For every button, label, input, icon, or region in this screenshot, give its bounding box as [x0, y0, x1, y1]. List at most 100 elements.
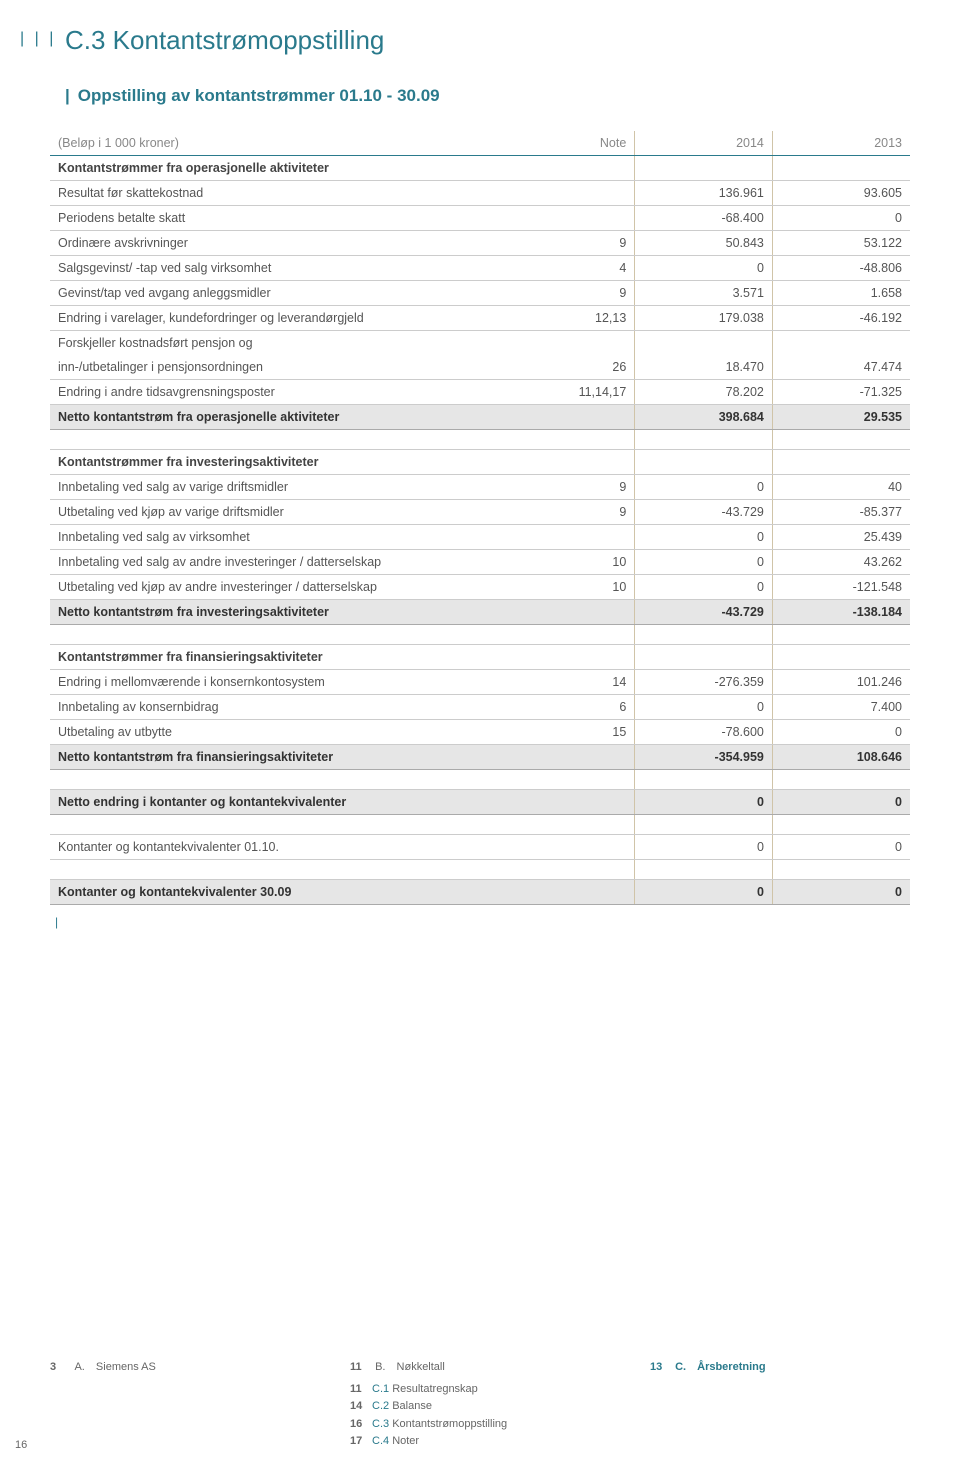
table-cell — [635, 625, 773, 645]
table-cell: 0 — [772, 880, 910, 905]
table-cell — [50, 430, 523, 450]
table-cell — [523, 206, 635, 231]
table-cell — [635, 331, 773, 356]
table-cell: 18.470 — [635, 355, 773, 380]
table-cell: -43.729 — [635, 500, 773, 525]
table-row: Kontanter og kontantekvivalenter 01.10.0… — [50, 835, 910, 860]
table-cell — [523, 745, 635, 770]
table-cell — [523, 625, 635, 645]
table-cell: -48.806 — [772, 256, 910, 281]
table-row: Utbetaling ved kjøp av varige driftsmidl… — [50, 500, 910, 525]
table-cell — [772, 430, 910, 450]
table-cell: inn-/utbetalinger i pensjonsordningen — [50, 355, 523, 380]
page-footer: 3 A. Siemens AS 11 B. Nøkkeltall 11C.1 R… — [0, 1361, 960, 1451]
footer-col-a: 3 A. Siemens AS — [50, 1361, 310, 1451]
page-subtitle: |Oppstilling av kontantstrømmer 01.10 - … — [65, 86, 910, 106]
table-cell: -68.400 — [635, 206, 773, 231]
table-cell: Innbetaling ved salg av virksomhet — [50, 525, 523, 550]
table-cell: 53.122 — [772, 231, 910, 256]
table-cell: -43.729 — [635, 600, 773, 625]
table-cell: Kontantstrømmer fra investeringsaktivite… — [50, 450, 523, 475]
table-cell: 0 — [635, 256, 773, 281]
table-cell: Endring i mellomværende i konsernkontosy… — [50, 670, 523, 695]
table-cell: Endring i andre tidsavgrensningsposter — [50, 380, 523, 405]
table-cell: Salgsgevinst/ -tap ved salg virksomhet — [50, 256, 523, 281]
footer-sub-item: 16C.3 Kontantstrømoppstilling — [350, 1416, 610, 1434]
table-cell: Gevinst/tap ved avgang anleggsmidler — [50, 281, 523, 306]
table-cell — [523, 815, 635, 835]
table-cell: Innbetaling av konsernbidrag — [50, 695, 523, 720]
table-cell: 93.605 — [772, 181, 910, 206]
table-cell — [523, 880, 635, 905]
header-year2: 2013 — [772, 131, 910, 156]
table-row: Kontanter og kontantekvivalenter 30.0900 — [50, 880, 910, 905]
table-cell — [523, 450, 635, 475]
table-cell: 9 — [523, 500, 635, 525]
table-row: Resultat før skattekostnad136.96193.605 — [50, 181, 910, 206]
table-cell: 101.246 — [772, 670, 910, 695]
table-cell: Periodens betalte skatt — [50, 206, 523, 231]
table-row — [50, 430, 910, 450]
table-cell — [50, 625, 523, 645]
table-row: Endring i varelager, kundefordringer og … — [50, 306, 910, 331]
table-cell: 0 — [635, 475, 773, 500]
table-row: Periodens betalte skatt-68.4000 — [50, 206, 910, 231]
table-cell — [523, 525, 635, 550]
table-cell: 11,14,17 — [523, 380, 635, 405]
table-row: Innbetaling ved salg av varige driftsmid… — [50, 475, 910, 500]
table-cell: 3.571 — [635, 281, 773, 306]
table-cell: Forskjeller kostnadsført pensjon og — [50, 331, 523, 356]
table-cell — [635, 156, 773, 181]
table-cell: 179.038 — [635, 306, 773, 331]
table-cell: 6 — [523, 695, 635, 720]
table-cell: -71.325 — [772, 380, 910, 405]
table-cell — [50, 815, 523, 835]
table-cell — [772, 645, 910, 670]
table-row: Forskjeller kostnadsført pensjon og — [50, 331, 910, 356]
table-row: Innbetaling av konsernbidrag607.400 — [50, 695, 910, 720]
table-row — [50, 815, 910, 835]
table-cell: 0 — [635, 575, 773, 600]
table-row: Innbetaling ved salg av andre investerin… — [50, 550, 910, 575]
table-cell: 9 — [523, 475, 635, 500]
table-cell: Utbetaling ved kjøp av andre investering… — [50, 575, 523, 600]
end-marker: | — [55, 915, 58, 929]
table-cell: Kontanter og kontantekvivalenter 01.10. — [50, 835, 523, 860]
table-cell — [523, 770, 635, 790]
table-cell: -46.192 — [772, 306, 910, 331]
table-cell: Ordinære avskrivninger — [50, 231, 523, 256]
table-cell — [635, 450, 773, 475]
header-unit: (Beløp i 1 000 kroner) — [50, 131, 523, 156]
table-cell: 25.439 — [772, 525, 910, 550]
table-cell: 0 — [635, 790, 773, 815]
table-cell: 43.262 — [772, 550, 910, 575]
table-row: Ordinære avskrivninger950.84353.122 — [50, 231, 910, 256]
page-title: C.3 Kontantstrømoppstilling — [65, 20, 910, 56]
table-row: Endring i mellomværende i konsernkontosy… — [50, 670, 910, 695]
table-cell — [523, 156, 635, 181]
table-cell: -354.959 — [635, 745, 773, 770]
footer-col-c: 13 C. Årsberetning — [650, 1361, 910, 1451]
table-cell — [772, 770, 910, 790]
table-cell — [523, 430, 635, 450]
table-cell — [772, 450, 910, 475]
table-cell — [50, 860, 523, 880]
table-cell: -138.184 — [772, 600, 910, 625]
table-cell: 0 — [635, 550, 773, 575]
table-row: inn-/utbetalinger i pensjonsordningen261… — [50, 355, 910, 380]
table-cell: 398.684 — [635, 405, 773, 430]
table-cell: 9 — [523, 231, 635, 256]
table-cell — [772, 156, 910, 181]
table-row — [50, 770, 910, 790]
table-cell — [523, 181, 635, 206]
table-cell: 4 — [523, 256, 635, 281]
table-cell — [523, 600, 635, 625]
table-cell: Resultat før skattekostnad — [50, 181, 523, 206]
table-cell — [523, 645, 635, 670]
table-cell — [523, 405, 635, 430]
table-cell: Kontantstrømmer fra operasjonelle aktivi… — [50, 156, 523, 181]
footer-sub-item: 11C.1 Resultatregnskap — [350, 1381, 610, 1399]
table-cell — [772, 331, 910, 356]
table-cell: 7.400 — [772, 695, 910, 720]
table-cell — [523, 790, 635, 815]
